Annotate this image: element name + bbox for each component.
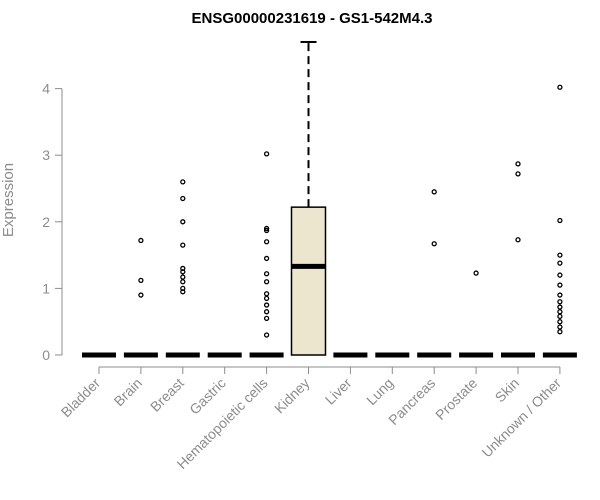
x-tick-label: Skin xyxy=(492,375,523,406)
outlier-point xyxy=(263,309,270,315)
box-skin xyxy=(501,161,535,358)
box-breast xyxy=(165,179,200,358)
x-tick-label: Prostate xyxy=(432,375,480,423)
outlier-point xyxy=(180,179,186,185)
outlier-point xyxy=(263,255,270,262)
outlier-point xyxy=(180,279,186,285)
outlier-point xyxy=(263,227,270,234)
y-tick-label: 2 xyxy=(42,214,50,230)
outlier-point xyxy=(557,260,563,266)
outlier-point xyxy=(557,282,563,288)
box-brain xyxy=(123,237,158,358)
outlier-point xyxy=(263,332,270,338)
box-pancreas xyxy=(417,189,452,358)
axes: 0 1 2 3 4 xyxy=(42,81,561,374)
y-tick-label: 0 xyxy=(42,347,50,363)
outlier-point xyxy=(557,329,563,335)
box-series xyxy=(82,40,577,358)
outlier-point xyxy=(557,304,563,310)
outlier-point xyxy=(515,237,521,243)
outlier-point xyxy=(515,171,521,177)
outlier-point xyxy=(557,324,563,330)
outlier-point xyxy=(180,289,186,295)
outlier-point xyxy=(180,265,186,272)
outlier-point xyxy=(180,274,186,280)
outlier-point xyxy=(431,241,437,247)
x-tick-label: Lung xyxy=(363,375,396,408)
y-tick-label: 3 xyxy=(42,147,50,163)
outlier-point xyxy=(515,161,521,167)
y-tick-label: 4 xyxy=(42,81,50,97)
outlier-point xyxy=(263,151,270,157)
x-tick-label: Pancreas xyxy=(385,375,438,428)
outlier-point xyxy=(263,279,270,285)
outlier-point xyxy=(138,292,144,298)
x-tick-label: Liver xyxy=(322,375,355,408)
outlier-point xyxy=(557,299,563,305)
outlier-point xyxy=(557,313,563,320)
y-tick-label: 1 xyxy=(42,280,50,296)
outlier-point xyxy=(557,309,563,315)
outlier-point xyxy=(263,295,270,302)
outlier-point xyxy=(180,269,186,275)
outlier-point xyxy=(263,291,270,297)
outlier-point xyxy=(263,302,270,308)
x-tick-label: Brain xyxy=(111,375,145,409)
outlier-point xyxy=(263,225,270,232)
outlier-point xyxy=(557,272,563,278)
box-unknown-other xyxy=(542,84,577,358)
outlier-point xyxy=(138,277,144,284)
outlier-point xyxy=(557,217,563,224)
outlier-point xyxy=(431,189,437,195)
outlier-point xyxy=(557,319,563,325)
box-kidney xyxy=(290,40,327,356)
outlier-point xyxy=(263,239,270,245)
y-axis-label: Expression xyxy=(0,163,17,237)
outlier-point xyxy=(180,219,186,225)
outlier-point xyxy=(473,270,479,276)
box-body xyxy=(290,206,327,356)
outlier-point xyxy=(180,285,186,292)
outlier-point xyxy=(263,271,270,277)
outlier-point xyxy=(557,252,563,258)
outlier-point xyxy=(138,237,144,244)
outlier-point xyxy=(557,292,563,298)
chart-title: ENSG00000231619 - GS1-542M4.3 xyxy=(192,10,433,27)
x-tick-label: Unknown / Other xyxy=(478,375,564,461)
outlier-point xyxy=(180,195,186,202)
box-hematopoietic-cells xyxy=(249,151,284,358)
outlier-point xyxy=(557,84,563,90)
x-tick-label: Bladder xyxy=(58,375,104,421)
outlier-point xyxy=(263,315,270,322)
x-tick-label: Breast xyxy=(147,375,187,415)
box-prostate xyxy=(459,270,494,358)
outlier-point xyxy=(180,242,186,248)
x-tick-label: Kidney xyxy=(271,375,313,417)
